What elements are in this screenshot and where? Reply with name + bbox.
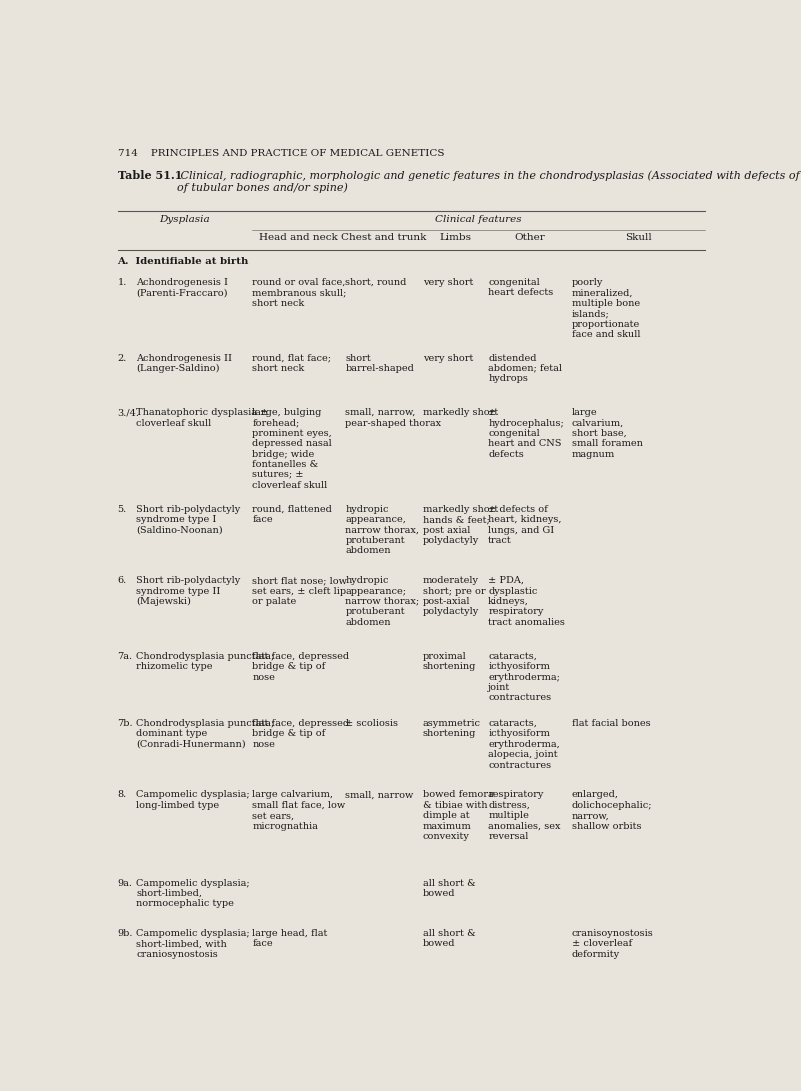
Text: markedly short: markedly short <box>423 408 498 417</box>
Text: 9a.: 9a. <box>118 878 132 888</box>
Text: Achondrogenesis II
(Langer-Saldino): Achondrogenesis II (Langer-Saldino) <box>136 353 232 373</box>
Text: flat facial bones: flat facial bones <box>572 719 650 728</box>
Text: Chest and trunk: Chest and trunk <box>341 233 427 242</box>
Text: Campomelic dysplasia;
long-limbed type: Campomelic dysplasia; long-limbed type <box>136 790 250 810</box>
Text: Table 51.1: Table 51.1 <box>118 170 182 181</box>
Text: very short: very short <box>423 278 473 287</box>
Text: 3./4.: 3./4. <box>118 408 139 417</box>
Text: Limbs: Limbs <box>440 233 472 242</box>
Text: Head and neck: Head and neck <box>260 233 338 242</box>
Text: cranisoynostosis
± cloverleaf
deformity: cranisoynostosis ± cloverleaf deformity <box>572 930 654 959</box>
Text: short
barrel-shaped: short barrel-shaped <box>345 353 414 373</box>
Text: large calvarium,
small flat face, low
set ears,
micrognathia: large calvarium, small flat face, low se… <box>252 790 345 830</box>
Text: asymmetric
shortening: asymmetric shortening <box>423 719 481 739</box>
Text: A.  Identifiable at birth: A. Identifiable at birth <box>118 256 249 266</box>
Text: all short &
bowed: all short & bowed <box>423 878 476 898</box>
Text: large, bulging
forehead;
prominent eyes,
depressed nasal
bridge; wide
fontanelle: large, bulging forehead; prominent eyes,… <box>252 408 332 490</box>
Text: short, round: short, round <box>345 278 407 287</box>
Text: proximal
shortening: proximal shortening <box>423 651 477 671</box>
Text: ± PDA,
dysplastic
kidneys,
respiratory
tract anomalies: ± PDA, dysplastic kidneys, respiratory t… <box>488 576 565 626</box>
Text: flat face, depressed
bridge & tip of
nose: flat face, depressed bridge & tip of nos… <box>252 719 349 748</box>
Text: poorly
mineralized,
multiple bone
islands;
proportionate
face and skull: poorly mineralized, multiple bone island… <box>572 278 641 339</box>
Text: small, narrow: small, narrow <box>345 790 413 800</box>
Text: bowed femora
& tibiae with
dimple at
maximum
convexity: bowed femora & tibiae with dimple at max… <box>423 790 493 841</box>
Text: Skull: Skull <box>626 233 652 242</box>
Text: moderately
short; pre or
post-axial
polydactyly: moderately short; pre or post-axial poly… <box>423 576 485 616</box>
Text: hydropic
appearance;
narrow thorax;
protuberant
abdomen: hydropic appearance; narrow thorax; prot… <box>345 576 420 626</box>
Text: Campomelic dysplasia;
short-limbed, with
craniosynostosis: Campomelic dysplasia; short-limbed, with… <box>136 930 250 959</box>
Text: cataracts,
icthyosiform
erythroderma;
joint
contractures: cataracts, icthyosiform erythroderma; jo… <box>488 651 560 703</box>
Text: 6.: 6. <box>118 576 127 585</box>
Text: round, flattened
face: round, flattened face <box>252 505 332 524</box>
Text: cataracts,
icthyosiform
erythroderma,
alopecia, joint
contractures: cataracts, icthyosiform erythroderma, al… <box>488 719 560 769</box>
Text: large
calvarium,
short base,
small foramen
magnum: large calvarium, short base, small foram… <box>572 408 642 458</box>
Text: Short rib-polydactyly
syndrome type I
(Saldino-Noonan): Short rib-polydactyly syndrome type I (S… <box>136 505 240 535</box>
Text: enlarged,
dolichocephalic;
narrow,
shallow orbits: enlarged, dolichocephalic; narrow, shall… <box>572 790 652 830</box>
Text: markedly short
hands & feet;
post axial
polydactyly: markedly short hands & feet; post axial … <box>423 505 498 544</box>
Text: Short rib-polydactyly
syndrome type II
(Majewski): Short rib-polydactyly syndrome type II (… <box>136 576 240 607</box>
Text: 5.: 5. <box>118 505 127 514</box>
Text: 1.: 1. <box>118 278 127 287</box>
Text: very short: very short <box>423 353 473 362</box>
Text: Chondrodysplasia punctata;
rhizomelic type: Chondrodysplasia punctata; rhizomelic ty… <box>136 651 275 671</box>
Text: round or oval face,
membranous skull;
short neck: round or oval face, membranous skull; sh… <box>252 278 347 308</box>
Text: Achondrogenesis I
(Parenti-Fraccaro): Achondrogenesis I (Parenti-Fraccaro) <box>136 278 228 298</box>
Text: short flat nose; low
set ears, ± cleft lip
or palate: short flat nose; low set ears, ± cleft l… <box>252 576 347 606</box>
Text: flat face, depressed
bridge & tip of
nose: flat face, depressed bridge & tip of nos… <box>252 651 349 682</box>
Text: Chondrodysplasia punctata;
dominant type
(Conradi-Hunermann): Chondrodysplasia punctata; dominant type… <box>136 719 275 748</box>
Text: respiratory
distress,
multiple
anomalies, sex
reversal: respiratory distress, multiple anomalies… <box>488 790 561 841</box>
Text: ± defects of
heart, kidneys,
lungs, and GI
tract: ± defects of heart, kidneys, lungs, and … <box>488 505 562 544</box>
Text: Campomelic dysplasia;
short-limbed,
normocephalic type: Campomelic dysplasia; short-limbed, norm… <box>136 878 250 909</box>
Text: Clinical, radiographic, morphologic and genetic features in the chondrodysplasia: Clinical, radiographic, morphologic and … <box>177 170 801 193</box>
Text: 7b.: 7b. <box>118 719 133 728</box>
Text: small, narrow,
pear-shaped thorax: small, narrow, pear-shaped thorax <box>345 408 441 428</box>
Text: 8.: 8. <box>118 790 127 800</box>
Text: 7a.: 7a. <box>118 651 133 661</box>
Text: Dysplasia: Dysplasia <box>159 215 210 224</box>
Text: ± scoliosis: ± scoliosis <box>345 719 398 728</box>
Text: Other: Other <box>514 233 545 242</box>
Text: 9b.: 9b. <box>118 930 133 938</box>
Text: 2.: 2. <box>118 353 127 362</box>
Text: all short &
bowed: all short & bowed <box>423 930 476 948</box>
Text: hydropic
appearance,
narrow thorax,
protuberant
abdomen: hydropic appearance, narrow thorax, prot… <box>345 505 420 555</box>
Text: large head, flat
face: large head, flat face <box>252 930 328 948</box>
Text: Clinical features: Clinical features <box>436 215 522 224</box>
Text: congenital
heart defects: congenital heart defects <box>488 278 553 298</box>
Text: ±
hydrocephalus;
congenital
heart and CNS
defects: ± hydrocephalus; congenital heart and CN… <box>488 408 564 458</box>
Text: 714    PRINCIPLES AND PRACTICE OF MEDICAL GENETICS: 714 PRINCIPLES AND PRACTICE OF MEDICAL G… <box>118 149 444 158</box>
Text: Thanatophoric dysplasia ±
cloverleaf skull: Thanatophoric dysplasia ± cloverleaf sku… <box>136 408 268 428</box>
Text: round, flat face;
short neck: round, flat face; short neck <box>252 353 332 373</box>
Text: distended
abdomen; fetal
hydrops: distended abdomen; fetal hydrops <box>488 353 562 383</box>
